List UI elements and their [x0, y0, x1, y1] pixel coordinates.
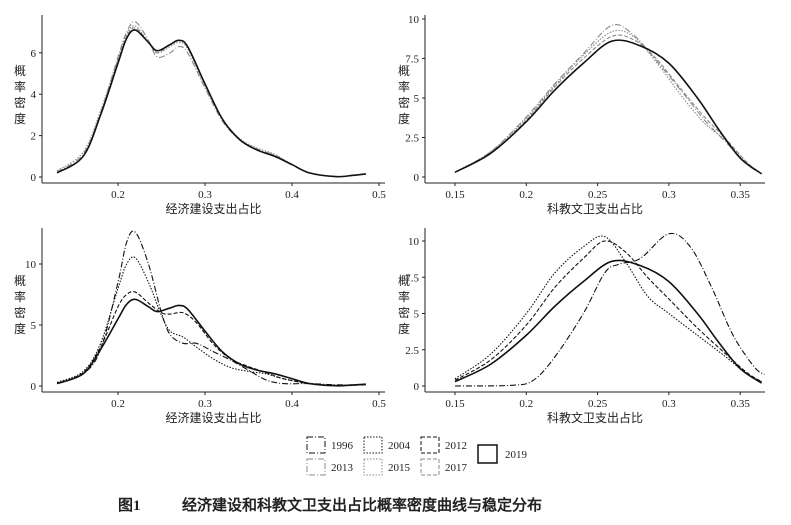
series-line-1996 — [56, 230, 366, 386]
y-axis-label-char: 概 — [14, 274, 26, 288]
y-tick-label: 6 — [31, 48, 37, 60]
y-tick-label: 7.5 — [405, 272, 419, 284]
legend: 1996 2004 2012 2013 2015 2017 2019 — [306, 436, 528, 476]
x-tick-label: 0.15 — [445, 189, 465, 201]
y-axis-label-char: 度 — [14, 111, 26, 126]
y-tick-label: 4 — [31, 89, 37, 101]
y-axis-label-char: 率 — [398, 79, 410, 94]
legend-key-2017 — [420, 458, 440, 476]
legend-key-2004 — [363, 436, 383, 454]
y-axis-label-char: 度 — [398, 111, 410, 126]
y-tick-label: 10 — [408, 236, 420, 248]
series-line-2012 — [56, 290, 366, 386]
x-axis-label: 科教文卫支出占比 — [547, 201, 643, 216]
x-tick-label: 0.3 — [662, 189, 676, 201]
panel-1: 0.2 0.3 0.4 0.5 0 2 4 6 经济建设支出占比 概率密度 — [14, 15, 386, 216]
legend-key-2012 — [420, 436, 440, 454]
y-tick-label: 0 — [414, 381, 420, 393]
x-tick-label: 0.3 — [198, 189, 212, 201]
y-axis-label-char: 度 — [14, 321, 26, 336]
y-tick-label: 2.5 — [405, 133, 419, 145]
series-line-2004 — [454, 235, 762, 383]
y-axis-label-char: 概 — [398, 274, 410, 288]
legend-label-2012: 2012 — [445, 440, 467, 452]
x-tick-label: 0.2 — [519, 189, 533, 201]
panel-2: 0.15 0.2 0.25 0.3 0.35 0 2.5 5 7.5 10 科教文卫支出占比 概率密度 — [398, 14, 765, 216]
legend-key-2015 — [363, 458, 383, 476]
legend-label-2015: 2015 — [388, 462, 411, 474]
x-tick-label: 0.5 — [372, 398, 386, 410]
y-tick-label: 2.5 — [405, 345, 419, 357]
panel-4: 0.15 0.2 0.25 0.3 0.35 0 2.5 5 7.5 10 科教文卫支出占比 概率密度 — [398, 228, 765, 425]
x-tick-label: 0.3 — [198, 398, 212, 410]
y-axis-label-char: 密 — [14, 95, 26, 110]
series-line-2015 — [56, 25, 367, 178]
legend-key-2019 — [477, 444, 498, 464]
caption-label: 图1 — [118, 497, 141, 514]
series-line-2019 — [56, 29, 367, 178]
x-tick-label: 0.25 — [588, 189, 608, 201]
series-line-2004 — [56, 256, 366, 386]
x-tick-label: 0.2 — [111, 398, 125, 410]
y-axis-label-char: 率 — [14, 79, 26, 94]
legend-label-1996: 1996 — [331, 440, 354, 452]
series-line-2017 — [454, 34, 762, 175]
panel-3: 0.2 0.3 0.4 0.5 0 5 10 经济建设支出占比 概率密度 — [14, 228, 386, 425]
y-axis-label-char: 率 — [14, 289, 26, 304]
x-tick-label: 0.2 — [111, 189, 125, 201]
y-tick-label: 5 — [414, 309, 420, 321]
y-axis-label-char: 密 — [14, 305, 26, 320]
series-line-2013 — [56, 21, 367, 178]
series-line-2019 — [56, 298, 367, 387]
caption-text: 经济建设和科教文卫支出占比概率密度曲线与稳定分布 — [182, 496, 542, 514]
x-axis-label: 经济建设支出占比 — [165, 410, 261, 425]
y-tick-label: 0 — [414, 172, 420, 184]
x-tick-label: 0.5 — [372, 189, 386, 201]
series-line-2013 — [454, 24, 762, 175]
legend-label-2019: 2019 — [505, 449, 528, 461]
x-tick-label: 0.4 — [285, 398, 299, 410]
y-axis-label-char: 密 — [398, 305, 410, 320]
x-tick-label: 0.2 — [519, 398, 533, 410]
series-line-2019 — [454, 259, 763, 384]
x-tick-label: 0.15 — [445, 398, 465, 410]
y-tick-label: 10 — [408, 14, 420, 26]
y-axis-label-char: 度 — [398, 321, 410, 336]
x-tick-label: 0.35 — [731, 398, 751, 410]
y-axis-label-char: 密 — [398, 95, 410, 110]
x-tick-label: 0.4 — [285, 189, 299, 201]
x-tick-label: 0.35 — [731, 189, 751, 201]
x-axis-label: 经济建设支出占比 — [165, 201, 261, 216]
series-line-2012 — [454, 240, 762, 383]
series-line-2019 — [454, 39, 763, 175]
y-tick-label: 5 — [414, 93, 420, 105]
y-axis-label-char: 率 — [398, 289, 410, 304]
x-axis-label: 科教文卫支出占比 — [547, 410, 643, 425]
y-tick-label: 5 — [31, 320, 37, 332]
legend-label-2004: 2004 — [388, 440, 411, 452]
legend-key-2013 — [306, 458, 326, 476]
y-tick-label: 2 — [31, 131, 37, 143]
y-tick-label: 7.5 — [405, 54, 419, 66]
legend-label-2017: 2017 — [445, 462, 468, 474]
y-tick-label: 0 — [31, 381, 37, 393]
series-line-1996 — [454, 232, 765, 387]
y-axis-label-char: 概 — [14, 64, 26, 78]
y-tick-label: 10 — [25, 259, 37, 271]
legend-key-1996 — [306, 436, 326, 454]
legend-label-2013: 2013 — [331, 462, 354, 474]
y-axis-label-char: 概 — [398, 64, 410, 78]
y-tick-label: 0 — [31, 172, 37, 184]
series-line-2015 — [454, 29, 762, 175]
x-tick-label: 0.25 — [588, 398, 608, 410]
x-tick-label: 0.3 — [662, 398, 676, 410]
